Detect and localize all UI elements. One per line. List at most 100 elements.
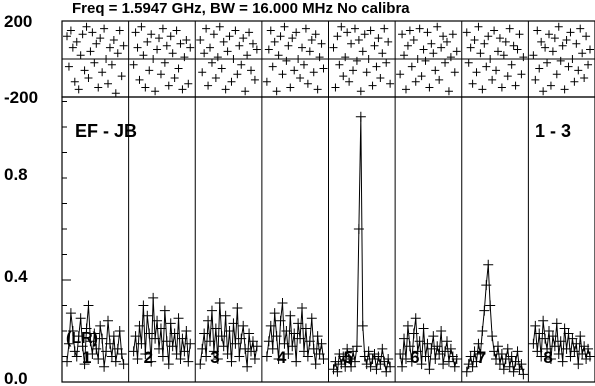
phase-point: [347, 39, 356, 48]
amplitude-point: [528, 338, 539, 349]
amplitude-point: [175, 354, 186, 365]
phase-point: [309, 68, 318, 77]
amplitude-point: [383, 354, 394, 365]
amplitude-point: [314, 348, 325, 359]
phase-point: [298, 43, 307, 52]
phase-point: [442, 37, 451, 46]
phase-point: [433, 22, 442, 31]
amplitude-point: [434, 348, 445, 359]
phase-point: [505, 24, 514, 33]
amplitude-point: [447, 351, 458, 362]
phase-point: [556, 56, 565, 65]
amplitude-point: [287, 341, 298, 352]
phase-point: [243, 51, 252, 60]
phase-point: [211, 74, 220, 82]
phase-point: [107, 60, 116, 69]
phase-point: [350, 24, 359, 33]
amplitude-point: [551, 318, 562, 329]
amplitude-point: [234, 351, 245, 362]
phase-point: [207, 58, 216, 67]
phase-point: [405, 26, 414, 35]
phase-point: [215, 22, 224, 31]
amplitude-point: [281, 326, 292, 336]
phase-point: [278, 70, 287, 79]
phase-point: [537, 37, 546, 46]
phase-point: [509, 41, 518, 50]
amplitude-point: [500, 354, 511, 365]
phase-point: [352, 56, 361, 65]
phase-point: [198, 68, 207, 77]
phase-point: [493, 47, 502, 56]
phase-point: [307, 36, 316, 44]
phase-point: [578, 49, 587, 58]
amplitude-point: [534, 328, 545, 339]
amplitude-point: [410, 313, 421, 324]
phase-point: [529, 51, 538, 60]
amplitude-point: [506, 351, 517, 362]
amplitude-point: [81, 323, 92, 334]
amplitude-point: [449, 361, 460, 372]
amplitude-point: [300, 323, 311, 334]
amp-tick-0.0: 0.0: [4, 369, 28, 386]
amplitude-point: [114, 326, 125, 336]
phase-point: [384, 37, 393, 46]
amplitude-point: [277, 297, 288, 308]
phase-point: [437, 43, 446, 52]
phase-point: [250, 75, 259, 84]
amplitude-point: [567, 333, 578, 344]
phase-point: [544, 30, 553, 39]
amplitude-point: [285, 310, 296, 321]
phase-point: [484, 32, 493, 41]
amplitude-point: [293, 318, 304, 329]
amplitude-point: [502, 343, 513, 354]
phase-point: [586, 45, 594, 54]
phase-point: [337, 22, 346, 31]
phase-point: [186, 43, 195, 52]
phase-point: [109, 36, 118, 44]
phase-point: [452, 47, 461, 56]
amplitude-point: [467, 361, 478, 372]
phase-point: [517, 70, 526, 79]
amplitude-point: [532, 346, 543, 357]
amplitude-point: [555, 336, 566, 347]
amplitude-point: [157, 351, 168, 362]
amplitude-point: [97, 333, 108, 344]
phase-point: [72, 37, 81, 46]
amplitude-point: [498, 364, 509, 375]
phase-point: [170, 74, 179, 82]
phase-point: [119, 41, 128, 50]
amplitude-point: [357, 320, 368, 331]
amplitude-point: [549, 341, 560, 352]
phase-point: [478, 85, 487, 94]
phase-point: [501, 37, 510, 46]
amplitude-point: [206, 305, 217, 316]
amplitude-point: [132, 354, 143, 365]
phase-point: [133, 43, 142, 52]
phase-point: [151, 87, 160, 96]
phase-point: [239, 34, 248, 43]
amplitude-point: [504, 361, 515, 372]
phase-point: [149, 55, 158, 63]
phase-point: [382, 58, 391, 67]
phase-point: [466, 43, 475, 52]
amplitude-point: [183, 356, 194, 367]
amplitude-point: [112, 343, 123, 354]
phase-point: [221, 85, 230, 94]
phase-point: [280, 22, 289, 31]
amplitude-point: [134, 320, 145, 331]
amplitude-point: [201, 351, 212, 362]
phase-point: [288, 34, 297, 43]
amplitude-point: [228, 318, 239, 329]
amplitude-point: [148, 292, 159, 303]
phase-point: [444, 87, 453, 96]
amplitude-point: [518, 369, 529, 380]
phase-point: [372, 62, 381, 71]
phase-point: [511, 81, 520, 90]
phase-point: [147, 30, 156, 39]
phase-point: [499, 51, 508, 60]
phase-point: [543, 58, 552, 67]
phase-point: [204, 81, 213, 90]
phase-point: [376, 74, 385, 82]
amplitude-point: [440, 346, 451, 357]
phase-point: [100, 24, 109, 33]
